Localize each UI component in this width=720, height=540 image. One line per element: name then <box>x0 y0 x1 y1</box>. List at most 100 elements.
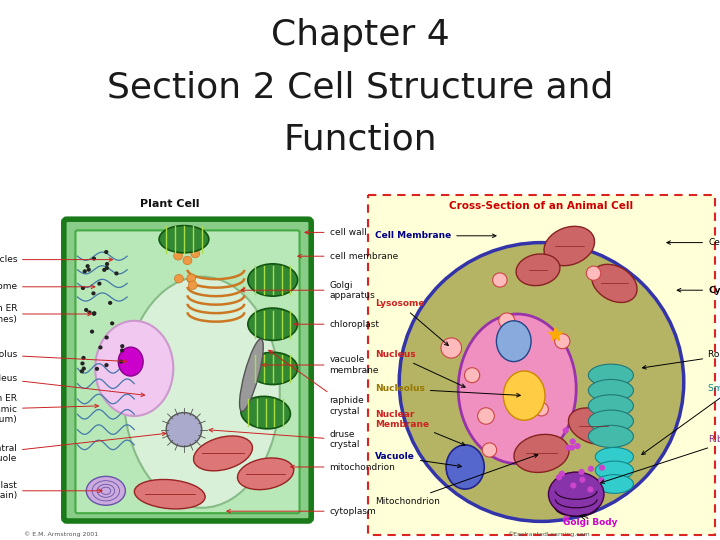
Ellipse shape <box>187 274 196 282</box>
Ellipse shape <box>568 408 618 444</box>
Text: Nucleus: Nucleus <box>375 350 465 387</box>
Ellipse shape <box>598 477 605 483</box>
Ellipse shape <box>124 276 280 508</box>
Text: Lysosome: Lysosome <box>375 299 449 346</box>
Text: smooth ER
(no ribosomes): smooth ER (no ribosomes) <box>0 305 91 323</box>
Ellipse shape <box>86 268 91 272</box>
Ellipse shape <box>535 402 549 416</box>
Ellipse shape <box>562 428 569 434</box>
Ellipse shape <box>578 469 585 475</box>
Ellipse shape <box>441 338 462 358</box>
Text: Rough ER: Rough ER <box>642 350 720 369</box>
Ellipse shape <box>104 266 109 270</box>
Text: druse
crystal: druse crystal <box>209 428 360 449</box>
Ellipse shape <box>240 339 264 411</box>
Ellipse shape <box>570 438 576 444</box>
Ellipse shape <box>114 272 119 275</box>
Ellipse shape <box>514 434 569 472</box>
Ellipse shape <box>86 264 90 268</box>
Text: Section 2 Cell Structure and: Section 2 Cell Structure and <box>107 70 613 104</box>
Ellipse shape <box>97 281 102 286</box>
Ellipse shape <box>83 269 87 273</box>
Ellipse shape <box>110 321 114 326</box>
Ellipse shape <box>104 363 109 367</box>
FancyBboxPatch shape <box>76 231 300 513</box>
Ellipse shape <box>499 313 515 329</box>
Text: Golgi
apparatus: Golgi apparatus <box>241 280 375 300</box>
Ellipse shape <box>492 273 507 287</box>
Text: Chapter 4: Chapter 4 <box>271 18 449 52</box>
Ellipse shape <box>95 367 99 371</box>
Text: chloroplast: chloroplast <box>294 320 379 329</box>
Text: raphide
crystal: raphide crystal <box>269 350 364 415</box>
Text: Mitochondrion: Mitochondrion <box>375 454 538 505</box>
Ellipse shape <box>579 477 585 483</box>
Text: Smooth ER: Smooth ER <box>642 384 720 455</box>
Text: mitochondrion: mitochondrion <box>291 462 395 471</box>
Ellipse shape <box>482 443 497 457</box>
Text: amyloplast
(starch grain): amyloplast (starch grain) <box>0 481 102 501</box>
Ellipse shape <box>595 475 634 494</box>
Ellipse shape <box>238 458 294 490</box>
Text: nucleolus: nucleolus <box>0 350 127 363</box>
Ellipse shape <box>86 476 125 505</box>
Text: Function: Function <box>283 122 437 156</box>
Ellipse shape <box>104 250 109 254</box>
Ellipse shape <box>575 443 580 449</box>
Ellipse shape <box>477 408 495 424</box>
Text: ribosome: ribosome <box>0 282 95 291</box>
Ellipse shape <box>595 461 634 480</box>
Ellipse shape <box>84 308 89 312</box>
Ellipse shape <box>174 274 184 283</box>
Text: cell membrane: cell membrane <box>298 252 397 261</box>
Text: Cytoplasm: Cytoplasm <box>678 286 720 295</box>
Ellipse shape <box>588 380 634 402</box>
Ellipse shape <box>248 352 297 384</box>
Ellipse shape <box>102 268 107 272</box>
Text: Ribosomes: Ribosomes <box>600 435 720 483</box>
FancyBboxPatch shape <box>368 195 715 535</box>
Ellipse shape <box>174 252 183 260</box>
Ellipse shape <box>104 335 109 340</box>
Text: nucleus: nucleus <box>0 374 145 396</box>
Ellipse shape <box>191 249 199 258</box>
Ellipse shape <box>554 334 570 349</box>
Ellipse shape <box>563 516 569 522</box>
FancyBboxPatch shape <box>64 219 311 521</box>
Ellipse shape <box>595 448 634 466</box>
Text: cytoplasm: cytoplasm <box>227 507 377 516</box>
Text: Centrosome: Centrosome <box>667 238 720 247</box>
Text: Plant Cell: Plant Cell <box>140 199 199 209</box>
Ellipse shape <box>183 256 192 265</box>
Text: © E.M. Armstrong 2001: © E.M. Armstrong 2001 <box>24 531 99 537</box>
Text: vacuole
membrane: vacuole membrane <box>262 355 379 375</box>
Ellipse shape <box>189 281 197 289</box>
Ellipse shape <box>516 254 560 286</box>
Text: cell wall: cell wall <box>305 228 366 237</box>
Ellipse shape <box>108 301 112 305</box>
Text: Cross-Section of an Animal Cell: Cross-Section of an Animal Cell <box>449 201 634 211</box>
Ellipse shape <box>120 348 125 353</box>
Ellipse shape <box>496 321 531 362</box>
Ellipse shape <box>588 465 594 472</box>
Ellipse shape <box>503 371 545 420</box>
Ellipse shape <box>464 368 480 383</box>
Ellipse shape <box>446 445 485 489</box>
Ellipse shape <box>588 395 634 417</box>
Text: Golgi Body: Golgi Body <box>563 518 617 527</box>
Ellipse shape <box>92 311 96 315</box>
Ellipse shape <box>592 264 637 302</box>
Ellipse shape <box>81 286 85 290</box>
Ellipse shape <box>565 444 572 450</box>
Ellipse shape <box>95 321 174 416</box>
Ellipse shape <box>105 262 109 266</box>
Text: Nucleolus: Nucleolus <box>375 384 521 397</box>
Ellipse shape <box>81 361 84 366</box>
Ellipse shape <box>248 264 297 296</box>
Ellipse shape <box>90 329 94 334</box>
Ellipse shape <box>399 242 684 522</box>
Text: Cell Membrane: Cell Membrane <box>375 231 496 240</box>
Ellipse shape <box>588 364 634 386</box>
Ellipse shape <box>135 480 205 509</box>
Text: large central
vacuole: large central vacuole <box>0 432 166 463</box>
